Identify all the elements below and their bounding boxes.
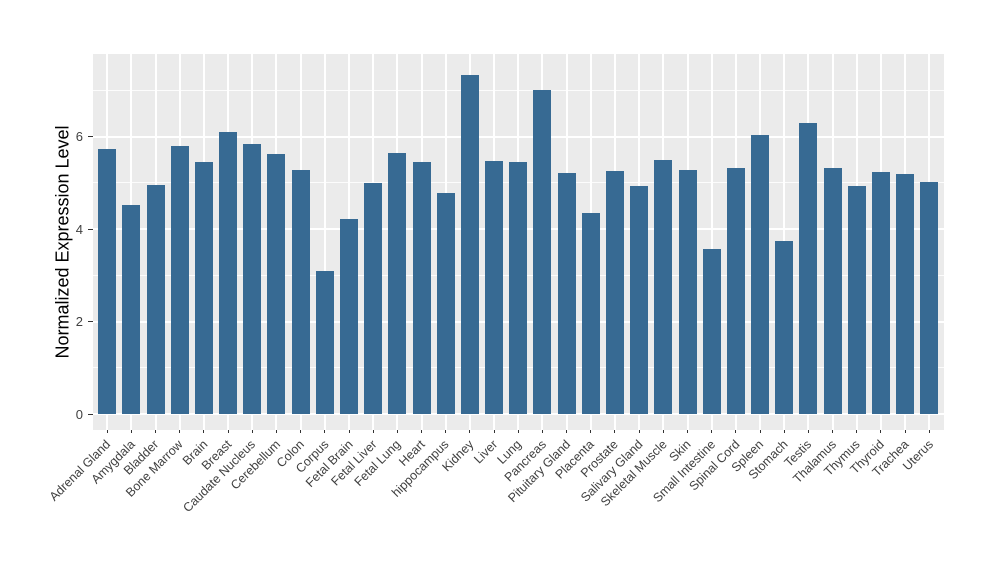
bar-adrenal-gland — [98, 149, 117, 414]
x-tick — [469, 430, 471, 433]
bar-pituitary-gland — [557, 173, 576, 414]
x-tick — [324, 430, 326, 433]
bar-salivary-gland — [630, 186, 649, 414]
x-tick — [783, 430, 785, 433]
bar-caudate-nucleus — [243, 143, 262, 414]
x-tick — [300, 430, 302, 433]
x-tick — [372, 430, 374, 433]
bar-skeletal-muscle — [654, 160, 673, 414]
x-label-liver: Liver — [471, 437, 501, 467]
bar-thyroid — [871, 172, 890, 414]
x-tick — [880, 430, 882, 433]
bar-breast — [219, 131, 238, 414]
y-tick-label-6: 6 — [75, 129, 83, 144]
bar-fetal-liver — [364, 182, 383, 414]
x-tick — [904, 430, 906, 433]
bar-colon — [291, 170, 310, 414]
bar-corpus — [315, 270, 334, 414]
bar-uterus — [920, 181, 939, 414]
bar-cerebellum — [267, 153, 286, 414]
x-tick — [348, 430, 350, 433]
bar-bone-marrow — [170, 146, 189, 414]
x-tick — [227, 430, 229, 433]
y-gridline-major — [93, 413, 944, 415]
bar-skin — [678, 169, 697, 414]
bar-prostate — [605, 171, 624, 414]
y-tick-mark — [88, 321, 93, 322]
x-gridline — [323, 54, 326, 430]
bar-heart — [412, 161, 431, 414]
y-tick-mark — [88, 136, 93, 137]
x-tick — [517, 430, 519, 433]
x-tick — [832, 430, 834, 433]
bar-thymus — [847, 185, 866, 414]
bar-stomach — [775, 241, 794, 414]
bar-bladder — [146, 184, 165, 414]
x-tick — [590, 430, 592, 433]
bar-spinal-cord — [726, 168, 745, 414]
x-tick — [759, 430, 761, 433]
bar-fetal-brain — [340, 218, 358, 414]
x-tick — [396, 430, 398, 433]
bar-lung — [509, 161, 528, 414]
y-tick-label-0: 0 — [75, 406, 83, 422]
x-tick — [251, 430, 253, 433]
bar-testis — [799, 123, 818, 414]
x-tick — [614, 430, 616, 433]
x-tick — [179, 430, 181, 433]
bar-placenta — [581, 213, 600, 414]
bar-pancreas — [533, 89, 552, 414]
x-tick — [275, 430, 277, 433]
x-tick — [856, 430, 858, 433]
x-tick — [421, 430, 423, 433]
y-tick-mark — [88, 413, 93, 415]
bar-small-intestine — [702, 249, 721, 414]
bar-amygdala — [122, 205, 141, 414]
x-gridline — [710, 54, 713, 430]
y-tick-label-2: 2 — [75, 314, 83, 329]
x-tick — [155, 430, 157, 433]
x-tick — [711, 430, 713, 433]
y-tick-label-4: 4 — [75, 221, 83, 237]
bar-fetal-lung — [388, 152, 407, 414]
bar-kidney — [460, 74, 479, 414]
bar-liver — [485, 161, 504, 414]
bar-trachea — [896, 173, 915, 414]
x-tick — [493, 430, 495, 433]
x-tick — [130, 430, 132, 433]
x-tick — [203, 430, 205, 433]
bar-spleen — [751, 135, 770, 414]
x-tick — [687, 430, 689, 433]
x-tick — [638, 430, 640, 433]
x-tick — [662, 430, 664, 433]
y-gridline-minor — [93, 89, 944, 91]
bar-hippocampus — [436, 192, 455, 414]
x-tick — [735, 430, 737, 433]
x-tick — [807, 430, 809, 433]
x-tick — [541, 430, 543, 433]
plot-panel — [93, 54, 944, 430]
bar-brain — [194, 162, 213, 414]
y-gridline-major — [93, 135, 944, 138]
x-tick — [106, 430, 108, 433]
y-tick-mark — [88, 228, 93, 230]
x-tick — [566, 430, 568, 433]
x-tick — [928, 430, 930, 433]
x-tick — [445, 430, 447, 433]
bar-thalamus — [823, 167, 842, 414]
